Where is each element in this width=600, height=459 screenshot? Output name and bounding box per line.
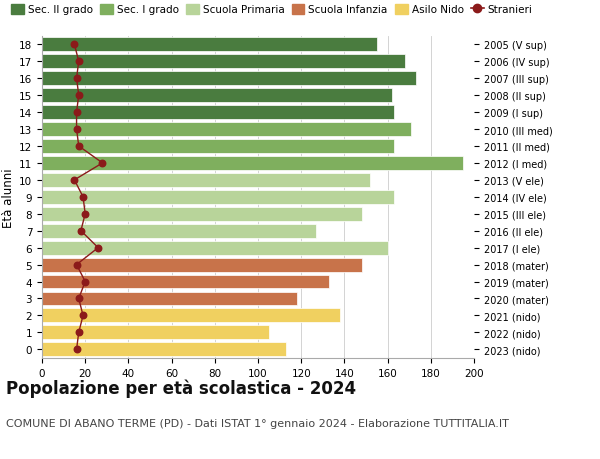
Bar (42, 72, 416, 86)
Bar (42, 326, 269, 340)
Y-axis label: Età alunni: Età alunni (2, 168, 15, 227)
Point (98, 160, 107, 167)
Bar (42, 241, 388, 255)
Point (70, 177, 79, 184)
Bar (42, 55, 405, 69)
Point (70, 41, 79, 49)
Bar (42, 258, 362, 272)
Point (80, 278, 90, 285)
Bar (42, 342, 286, 357)
Point (74, 92, 83, 100)
Text: COMUNE DI ABANO TERME (PD) - Dati ISTAT 1° gennaio 2024 - Elaborazione TUTTITALI: COMUNE DI ABANO TERME (PD) - Dati ISTAT … (6, 418, 509, 428)
Bar (42, 38, 377, 52)
Point (72, 261, 82, 269)
Point (74, 58, 83, 66)
Point (74, 143, 83, 150)
Bar (42, 140, 394, 154)
Point (72, 75, 82, 83)
Legend: Sec. II grado, Sec. I grado, Scuola Primaria, Scuola Infanzia, Asilo Nido, Stran: Sec. II grado, Sec. I grado, Scuola Prim… (11, 5, 533, 16)
Bar (42, 123, 412, 137)
Bar (42, 190, 394, 204)
Point (78, 194, 88, 201)
Point (74, 329, 83, 336)
Bar (42, 224, 316, 238)
Point (76, 228, 86, 235)
Bar (42, 292, 297, 306)
Point (78, 312, 88, 319)
Bar (42, 207, 362, 221)
Point (72, 109, 82, 117)
Bar (42, 157, 463, 170)
Bar (42, 309, 340, 323)
Point (80, 211, 90, 218)
Bar (42, 106, 394, 120)
Point (72, 346, 82, 353)
Point (94, 245, 103, 252)
Text: Popolazione per età scolastica - 2024: Popolazione per età scolastica - 2024 (6, 379, 356, 397)
Bar (42, 89, 392, 103)
Bar (42, 174, 370, 187)
Point (74, 295, 83, 302)
Point (72, 126, 82, 134)
Bar (42, 275, 329, 289)
